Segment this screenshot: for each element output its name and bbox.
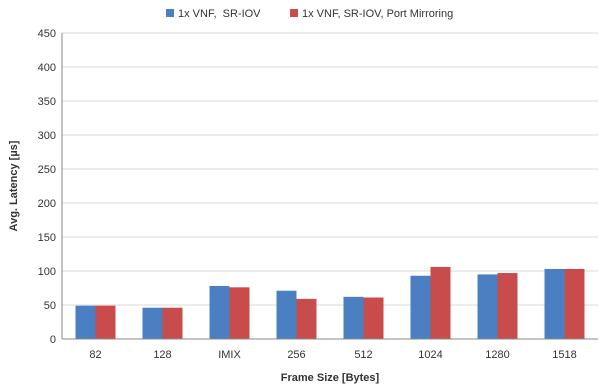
bar-series-1-1518 [564,268,585,339]
x-axis-ticks: 82 128 IMIX 256 512 1024 1280 1518 [89,349,576,361]
bar-series-1-82 [95,305,116,339]
bar-series-0-1280 [477,274,498,339]
x-tick-label: 512 [354,349,372,361]
x-tick-label: 82 [89,349,101,361]
bar-series-0-1024 [410,275,431,339]
x-axis-title: Frame Size [Bytes] [281,372,380,384]
bar-series-1-256 [296,298,317,339]
legend-label-vnf-sriov: 1x VNF, SR-IOV [178,8,261,20]
x-tick-label: 256 [287,349,305,361]
bar-series-0-82 [75,305,96,339]
legend-label-vnf-sriov-port-mirroring: 1x VNF, SR-IOV, Port Mirroring [302,8,453,20]
bar-series-1-1280 [497,273,518,339]
y-tick-label: 450 [38,28,56,40]
y-tick-label: 350 [38,96,56,108]
bar-series-1-512 [363,297,384,339]
x-tick-label: 1280 [485,349,509,361]
y-tick-label: 50 [44,300,56,312]
y-tick-label: 0 [50,334,56,346]
x-tick-label: 1518 [552,349,576,361]
legend-swatch-vnf-sriov-port-mirroring [290,9,298,17]
bar-series-1-128 [162,307,183,339]
bar-series-0-imix [209,285,230,339]
legend: 1x VNF, SR-IOV 1x VNF, SR-IOV, Port Mirr… [166,8,453,20]
bar-series-0-512 [343,296,364,339]
y-tick-label: 200 [38,198,56,210]
y-tick-label: 100 [38,266,56,278]
bar-series-1-1024 [430,266,451,339]
bar-series-0-1518 [544,268,565,339]
y-axis-ticks: 0 50 100 150 200 250 300 350 400 450 [38,28,56,346]
bar-series-0-256 [276,290,297,339]
bar-series-1-imix [229,287,250,339]
x-tick-label: 1024 [418,349,442,361]
x-tick-label: IMIX [218,349,241,361]
legend-swatch-vnf-sriov [166,9,174,17]
bars [75,266,585,339]
y-tick-label: 300 [38,130,56,142]
y-axis-title: Avg. Latency [µs] [8,140,20,231]
bar-series-0-128 [142,307,163,339]
y-tick-label: 400 [38,62,56,74]
x-tick-label: 128 [153,349,171,361]
gridlines [62,32,598,306]
y-tick-label: 250 [38,164,56,176]
y-tick-label: 150 [38,232,56,244]
